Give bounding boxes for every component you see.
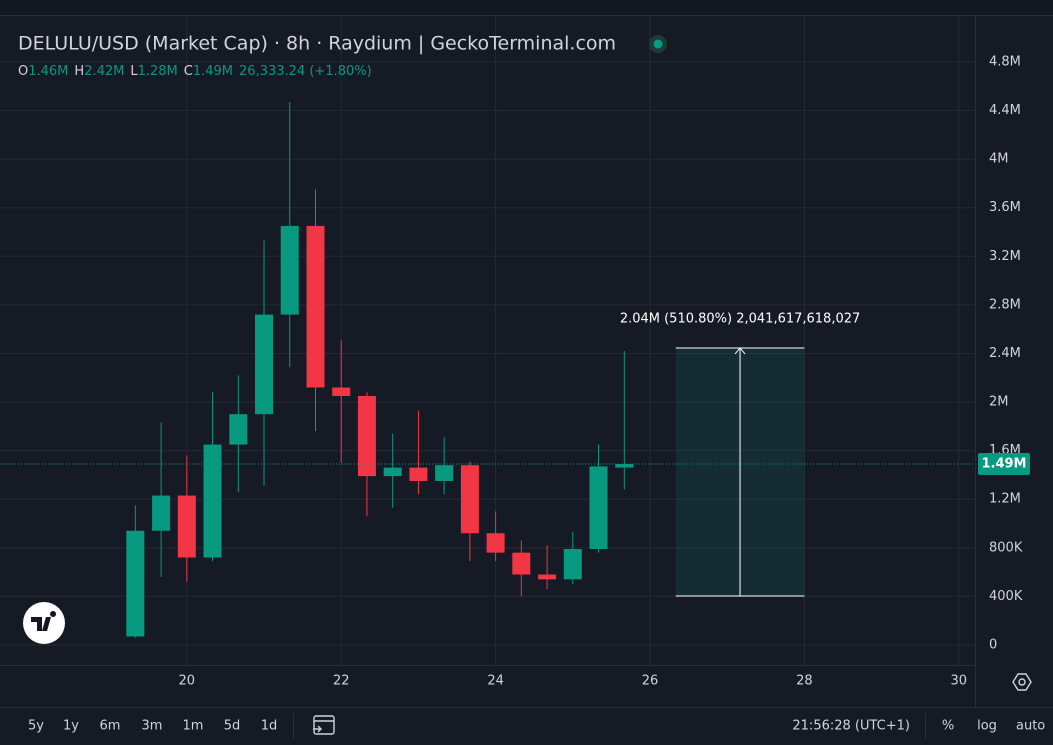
ohlc-key: H [74, 64, 84, 79]
candle-body [435, 465, 454, 481]
candle-body [280, 225, 299, 315]
ohlc-key: O [18, 64, 28, 79]
ohlc-key: C [184, 64, 193, 79]
ohlc-legend: O1.46M H2.42M L1.28M C1.49M 26,333.24 (+1.80… [18, 64, 372, 79]
y-tick-label: 3.2M [989, 249, 1021, 264]
calendar-arrow [313, 725, 322, 733]
candle-body [486, 533, 505, 553]
range-button[interactable]: 1m [183, 719, 204, 734]
y-tick-label: 3.6M [989, 200, 1021, 215]
logo-bg [23, 602, 65, 644]
candle-body [203, 444, 222, 558]
clock: 21:56:28 (UTC+1) [792, 719, 910, 734]
y-tick-label: 2.8M [989, 297, 1021, 312]
x-tick-label: 22 [333, 674, 350, 689]
y-tick-label: 1.2M [989, 492, 1021, 507]
ohlc-value: 1.49M [193, 64, 233, 79]
last-price-label: 1.49M [981, 456, 1026, 471]
candle-body [126, 530, 145, 637]
range-button[interactable]: 3m [142, 719, 163, 734]
ohlc-value: 1.28M [138, 64, 178, 79]
chart-title: DELULU/USD (Market Cap) · 8h · Raydium |… [18, 33, 616, 55]
ohlc-value: 2.42M [84, 64, 124, 79]
measure-label: 2.04M (510.80%) 2,041,617,618,027 [620, 311, 860, 326]
calendar-frame [313, 715, 335, 735]
candle-body [177, 495, 196, 558]
range-button[interactable]: 1y [63, 719, 79, 734]
candle-body [255, 314, 274, 415]
percent-toggle[interactable]: % [942, 719, 954, 734]
candle-body [332, 387, 351, 396]
candle-body [152, 495, 171, 531]
ohlc-value: 1.46M [28, 64, 68, 79]
y-tick-label: 400K [989, 589, 1023, 604]
candle-body [615, 463, 634, 468]
candle-body [357, 395, 376, 477]
y-tick-label: 800K [989, 540, 1023, 555]
candle-body [229, 414, 248, 445]
candle-body [409, 467, 428, 481]
ohlc-key: L [130, 64, 138, 79]
candle-body [563, 549, 582, 580]
y-tick-label: 2.4M [989, 346, 1021, 361]
range-button[interactable]: 5d [224, 719, 241, 734]
y-tick-label: 2M [989, 395, 1009, 410]
measure-arrowhead [734, 347, 746, 355]
tv-logo [23, 602, 65, 644]
marks [0, 102, 975, 638]
candle-body [460, 465, 479, 534]
goto-date-icon[interactable] [313, 715, 335, 735]
x-tick-label: 20 [179, 674, 196, 689]
candle-body [512, 552, 531, 575]
gear-outline [1012, 673, 1032, 691]
status-dot [653, 39, 663, 49]
x-tick-label: 24 [487, 674, 504, 689]
ohlc-value: 26,333.24 (+1.80%) [239, 64, 372, 79]
y-tick-label: 0 [989, 637, 997, 652]
candle-body [589, 466, 608, 550]
ohlc-row: O1.46M H2.42M L1.28M C1.49M 26,333.24 (+1.80… [18, 64, 372, 79]
x-tick-label: 28 [796, 674, 813, 689]
logo-glyph [31, 611, 57, 631]
settings-icon[interactable] [1012, 673, 1032, 691]
candle-body [306, 225, 325, 388]
candle-body [538, 574, 557, 580]
range-button[interactable]: 6m [100, 719, 121, 734]
y-tick-label: 4M [989, 152, 1009, 167]
auto-toggle[interactable]: auto [1016, 719, 1045, 734]
gear-center [1018, 678, 1026, 686]
x-tick-label: 26 [642, 674, 659, 689]
y-tick-label: 4.8M [989, 54, 1021, 69]
range-button[interactable]: 5y [28, 719, 44, 734]
bottom-toolbar: 5y 1y 6m 3m 1m 5d 1d 21:56:28 (UTC+1)% log auto [28, 719, 1045, 734]
range-button[interactable]: 1d [261, 719, 278, 734]
last-price-tag [978, 452, 1030, 475]
y-tick-label: 4.4M [989, 103, 1021, 118]
grid [0, 16, 975, 665]
log-toggle[interactable]: log [977, 719, 997, 734]
top-toolbar [0, 0, 1053, 15]
x-tick-label: 30 [951, 674, 968, 689]
candle-body [383, 467, 402, 477]
